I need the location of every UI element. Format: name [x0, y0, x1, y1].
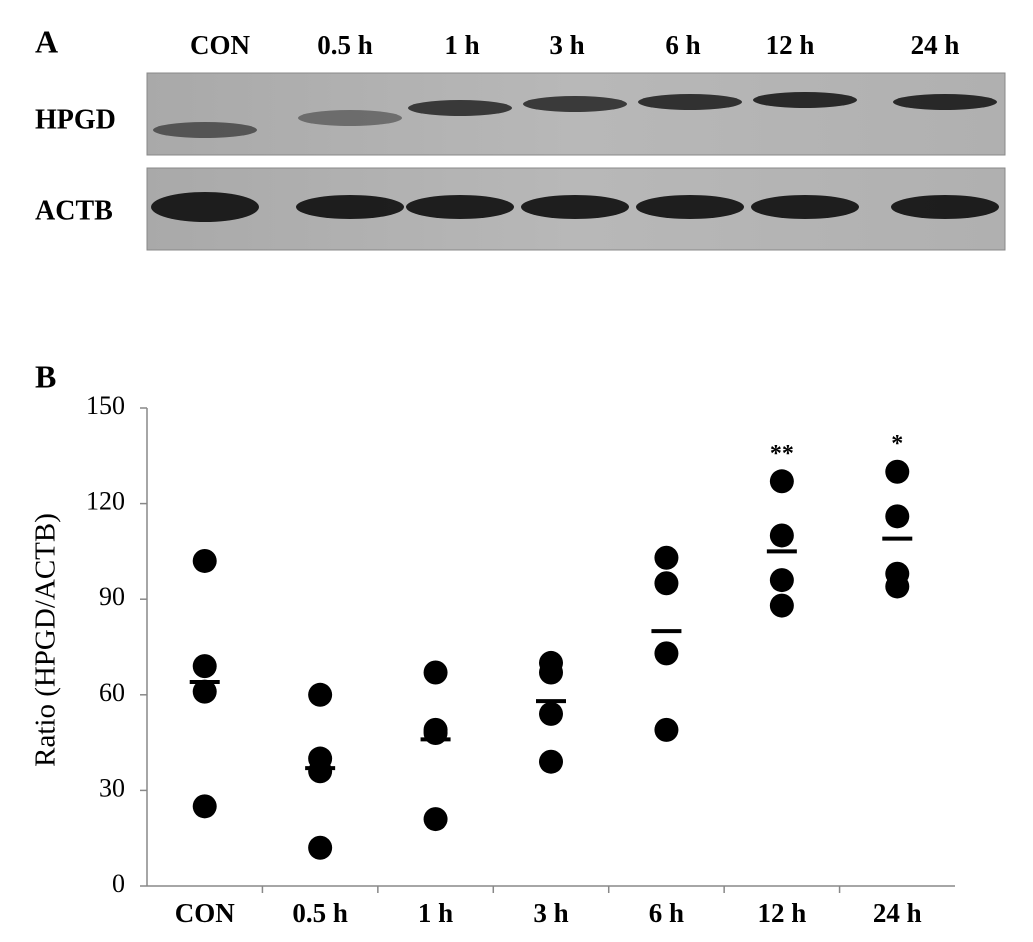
- data-point: [885, 459, 910, 484]
- row-label: ACTB: [35, 195, 113, 226]
- y-axis-label: Ratio (HPGD/ACTB): [30, 513, 62, 767]
- lane-label: 0.5 h: [317, 30, 373, 60]
- row-label: HPGD: [35, 104, 116, 135]
- data-point: [654, 571, 679, 596]
- data-point: [539, 749, 563, 774]
- x-tick-label: CON: [175, 898, 236, 928]
- x-tick-label: 12 h: [757, 898, 806, 928]
- data-point: [423, 721, 448, 746]
- x-tick-label: 1 h: [418, 898, 453, 928]
- data-point: [308, 759, 333, 784]
- band: [151, 192, 259, 222]
- lane-label: 6 h: [665, 30, 700, 60]
- x-tick-label: 24 h: [873, 898, 922, 928]
- x-tick-label: 0.5 h: [292, 898, 348, 928]
- band: [523, 96, 627, 112]
- data-point: [308, 835, 333, 860]
- data-point: [192, 794, 217, 819]
- lane-label: CON: [190, 30, 251, 60]
- data-point: [654, 545, 679, 570]
- band: [891, 195, 999, 219]
- data-point: [539, 660, 563, 685]
- data-point: [308, 682, 333, 707]
- data-point: [769, 523, 794, 548]
- data-point: [192, 654, 217, 679]
- data-point: [769, 469, 794, 494]
- lane-label: 24 h: [911, 30, 960, 60]
- y-tick-label: 120: [86, 487, 125, 516]
- data-point: [769, 593, 794, 618]
- y-tick-label: 0: [112, 869, 125, 898]
- data-point: [423, 660, 448, 685]
- data-point: [192, 679, 217, 704]
- significance: **: [770, 441, 794, 467]
- blot-hpgd: [146, 72, 1006, 156]
- band: [521, 195, 629, 219]
- band: [751, 195, 859, 219]
- band: [893, 94, 997, 110]
- data-point: [192, 548, 217, 573]
- band: [636, 195, 744, 219]
- x-tick-label: 3 h: [533, 898, 568, 928]
- data-point: [654, 717, 679, 742]
- band: [406, 195, 514, 219]
- panel-label: B: [35, 358, 56, 394]
- data-point: [539, 701, 563, 726]
- lane-label: 1 h: [444, 30, 479, 60]
- band: [153, 122, 257, 138]
- lane-label: 3 h: [549, 30, 584, 60]
- y-tick-label: 30: [99, 773, 125, 802]
- band: [296, 195, 404, 219]
- y-tick-label: 150: [86, 391, 125, 420]
- panel-label: A: [35, 23, 58, 59]
- band: [298, 110, 402, 126]
- data-point: [423, 807, 448, 832]
- band: [638, 94, 742, 110]
- data-point: [885, 504, 910, 529]
- significance: *: [891, 431, 903, 457]
- data-point: [654, 641, 679, 666]
- y-tick-label: 90: [99, 582, 125, 611]
- data-point: [885, 574, 910, 599]
- data-point: [769, 568, 794, 593]
- lane-label: 12 h: [766, 30, 815, 60]
- band: [753, 92, 857, 108]
- y-tick-label: 60: [99, 678, 125, 707]
- x-tick-label: 6 h: [649, 898, 684, 928]
- band: [408, 100, 512, 116]
